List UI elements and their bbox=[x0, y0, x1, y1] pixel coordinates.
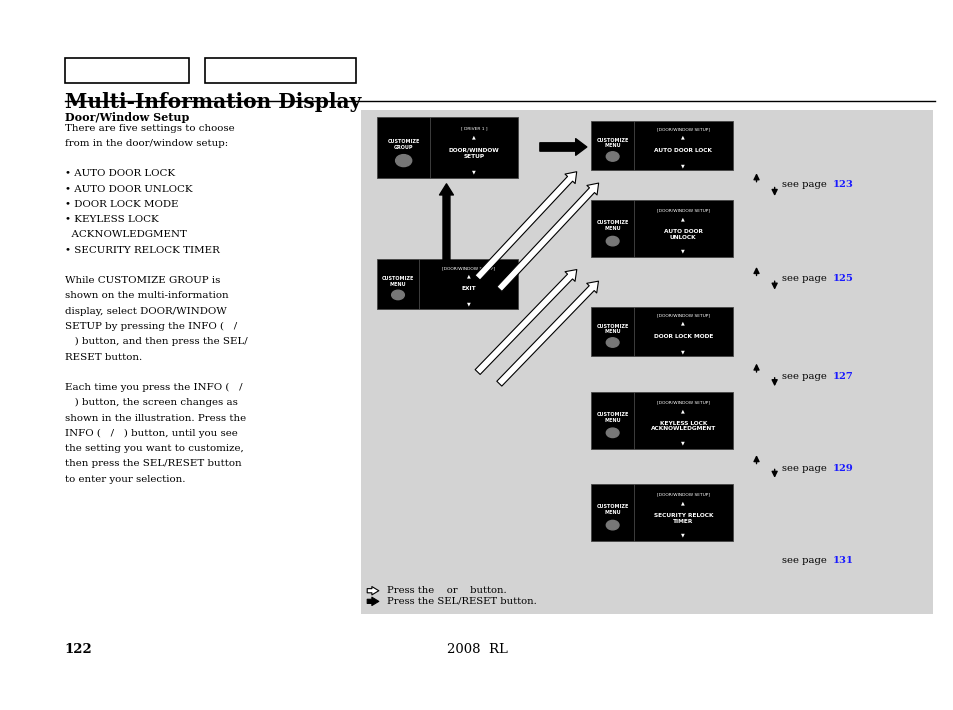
Text: 2008  RL: 2008 RL bbox=[446, 643, 507, 655]
Circle shape bbox=[606, 152, 618, 161]
Text: CUSTOMIZE
MENU: CUSTOMIZE MENU bbox=[596, 412, 628, 423]
Bar bbox=[376, 117, 517, 178]
Text: CUSTOMIZE
MENU: CUSTOMIZE MENU bbox=[596, 324, 628, 334]
Text: see page: see page bbox=[781, 372, 829, 381]
Text: RESET button.: RESET button. bbox=[65, 352, 142, 361]
Text: DOOR LOCK MODE: DOOR LOCK MODE bbox=[653, 334, 712, 339]
Text: see page: see page bbox=[781, 464, 829, 473]
Circle shape bbox=[606, 428, 618, 437]
Text: Press the    or    button.: Press the or button. bbox=[387, 586, 506, 595]
Text: ▼: ▼ bbox=[472, 169, 476, 174]
Text: • AUTO DOOR UNLOCK: • AUTO DOOR UNLOCK bbox=[65, 185, 193, 194]
Bar bbox=[591, 121, 732, 170]
FancyArrowPatch shape bbox=[539, 138, 586, 155]
Text: CUSTOMIZE
MENU: CUSTOMIZE MENU bbox=[596, 504, 628, 515]
Text: ▲: ▲ bbox=[680, 135, 684, 140]
Text: There are five settings to choose: There are five settings to choose bbox=[65, 124, 234, 133]
Text: Each time you press the INFO (   /: Each time you press the INFO ( / bbox=[65, 383, 242, 392]
Text: CUSTOMIZE
MENU: CUSTOMIZE MENU bbox=[381, 276, 414, 287]
Text: display, select DOOR/WINDOW: display, select DOOR/WINDOW bbox=[65, 307, 227, 316]
Text: shown in the illustration. Press the: shown in the illustration. Press the bbox=[65, 413, 246, 422]
FancyArrowPatch shape bbox=[497, 183, 598, 291]
Text: While CUSTOMIZE GROUP is: While CUSTOMIZE GROUP is bbox=[65, 276, 220, 285]
Text: ▼: ▼ bbox=[680, 163, 684, 168]
Text: ) button, the screen changes as: ) button, the screen changes as bbox=[65, 398, 237, 408]
Text: Multi-Information Display: Multi-Information Display bbox=[65, 92, 361, 112]
Bar bbox=[591, 307, 732, 356]
Bar bbox=[205, 58, 355, 83]
Text: ▼: ▼ bbox=[680, 349, 684, 354]
Circle shape bbox=[606, 338, 618, 347]
FancyArrowPatch shape bbox=[475, 270, 577, 374]
Text: CUSTOMIZE
GROUP: CUSTOMIZE GROUP bbox=[387, 139, 419, 150]
Text: EXIT: EXIT bbox=[461, 286, 476, 292]
Text: 123: 123 bbox=[832, 180, 853, 189]
Text: ▲: ▲ bbox=[680, 501, 684, 506]
Text: [DOOR/WINDOW SETUP]: [DOOR/WINDOW SETUP] bbox=[656, 400, 709, 404]
FancyArrowPatch shape bbox=[367, 597, 378, 606]
Circle shape bbox=[395, 155, 412, 167]
Text: [DOOR/WINDOW SETUP]: [DOOR/WINDOW SETUP] bbox=[656, 493, 709, 496]
Text: 127: 127 bbox=[832, 372, 853, 381]
Text: 122: 122 bbox=[65, 643, 92, 655]
Text: ▼: ▼ bbox=[680, 532, 684, 538]
Text: [ DRIVER 1 ]: [ DRIVER 1 ] bbox=[460, 126, 487, 130]
Text: ▲: ▲ bbox=[680, 408, 684, 413]
Text: ▲: ▲ bbox=[472, 135, 476, 140]
Bar bbox=[65, 58, 189, 83]
Text: Press the SEL/RESET button.: Press the SEL/RESET button. bbox=[387, 597, 537, 606]
Text: [DOOR/WINDOW SETUP]: [DOOR/WINDOW SETUP] bbox=[656, 209, 709, 212]
Text: AUTO DOOR LOCK: AUTO DOOR LOCK bbox=[654, 148, 712, 153]
Circle shape bbox=[392, 290, 404, 300]
Text: [DOOR/WINDOW SETUP]: [DOOR/WINDOW SETUP] bbox=[656, 128, 709, 131]
Text: ▲: ▲ bbox=[466, 273, 470, 278]
Text: shown on the multi-information: shown on the multi-information bbox=[65, 291, 229, 300]
Text: CUSTOMIZE
MENU: CUSTOMIZE MENU bbox=[596, 138, 628, 148]
Text: then press the SEL/RESET button: then press the SEL/RESET button bbox=[65, 459, 241, 469]
Text: [DOOR/WINDOW SETUP]: [DOOR/WINDOW SETUP] bbox=[441, 266, 495, 270]
Bar bbox=[591, 200, 732, 257]
FancyArrowPatch shape bbox=[439, 184, 453, 260]
Circle shape bbox=[606, 236, 618, 246]
Text: DOOR/WINDOW
SETUP: DOOR/WINDOW SETUP bbox=[449, 148, 499, 159]
Text: SECURITY RELOCK
TIMER: SECURITY RELOCK TIMER bbox=[653, 513, 712, 524]
Text: ACKNOWLEDGMENT: ACKNOWLEDGMENT bbox=[65, 230, 187, 239]
FancyArrowPatch shape bbox=[497, 281, 598, 386]
Text: • KEYLESS LOCK: • KEYLESS LOCK bbox=[65, 215, 158, 224]
Text: • DOOR LOCK MODE: • DOOR LOCK MODE bbox=[65, 200, 178, 209]
Text: to enter your selection.: to enter your selection. bbox=[65, 474, 185, 484]
Text: ▲: ▲ bbox=[680, 321, 684, 326]
Circle shape bbox=[606, 520, 618, 530]
Text: see page: see page bbox=[781, 557, 829, 565]
Text: KEYLESS LOCK
ACKNOWLEDGMENT: KEYLESS LOCK ACKNOWLEDGMENT bbox=[650, 420, 715, 432]
Text: CUSTOMIZE
MENU: CUSTOMIZE MENU bbox=[596, 220, 628, 231]
Text: see page: see page bbox=[781, 180, 829, 189]
Text: 131: 131 bbox=[832, 557, 853, 565]
Text: ▼: ▼ bbox=[680, 440, 684, 446]
Bar bbox=[591, 484, 732, 541]
Bar bbox=[360, 110, 932, 614]
Bar bbox=[376, 259, 517, 309]
Text: INFO (   /   ) button, until you see: INFO ( / ) button, until you see bbox=[65, 429, 237, 438]
Text: • AUTO DOOR LOCK: • AUTO DOOR LOCK bbox=[65, 170, 174, 178]
Text: [DOOR/WINDOW SETUP]: [DOOR/WINDOW SETUP] bbox=[656, 314, 709, 317]
Text: ) button, and then press the SEL/: ) button, and then press the SEL/ bbox=[65, 337, 248, 346]
Text: • SECURITY RELOCK TIMER: • SECURITY RELOCK TIMER bbox=[65, 246, 219, 255]
Text: ▼: ▼ bbox=[466, 301, 470, 307]
Text: ▲: ▲ bbox=[680, 217, 684, 222]
Text: AUTO DOOR
UNLOCK: AUTO DOOR UNLOCK bbox=[663, 229, 702, 240]
Text: SETUP by pressing the INFO (   /: SETUP by pressing the INFO ( / bbox=[65, 322, 237, 331]
FancyArrowPatch shape bbox=[367, 586, 378, 595]
Text: 129: 129 bbox=[832, 464, 853, 473]
Text: see page: see page bbox=[781, 274, 829, 283]
Bar bbox=[591, 392, 732, 449]
Text: the setting you want to customize,: the setting you want to customize, bbox=[65, 444, 243, 453]
Text: from in the door/window setup:: from in the door/window setup: bbox=[65, 138, 228, 148]
Text: 125: 125 bbox=[832, 274, 853, 283]
Text: ▼: ▼ bbox=[680, 248, 684, 254]
FancyArrowPatch shape bbox=[475, 172, 577, 280]
Text: Door/Window Setup: Door/Window Setup bbox=[65, 112, 189, 123]
